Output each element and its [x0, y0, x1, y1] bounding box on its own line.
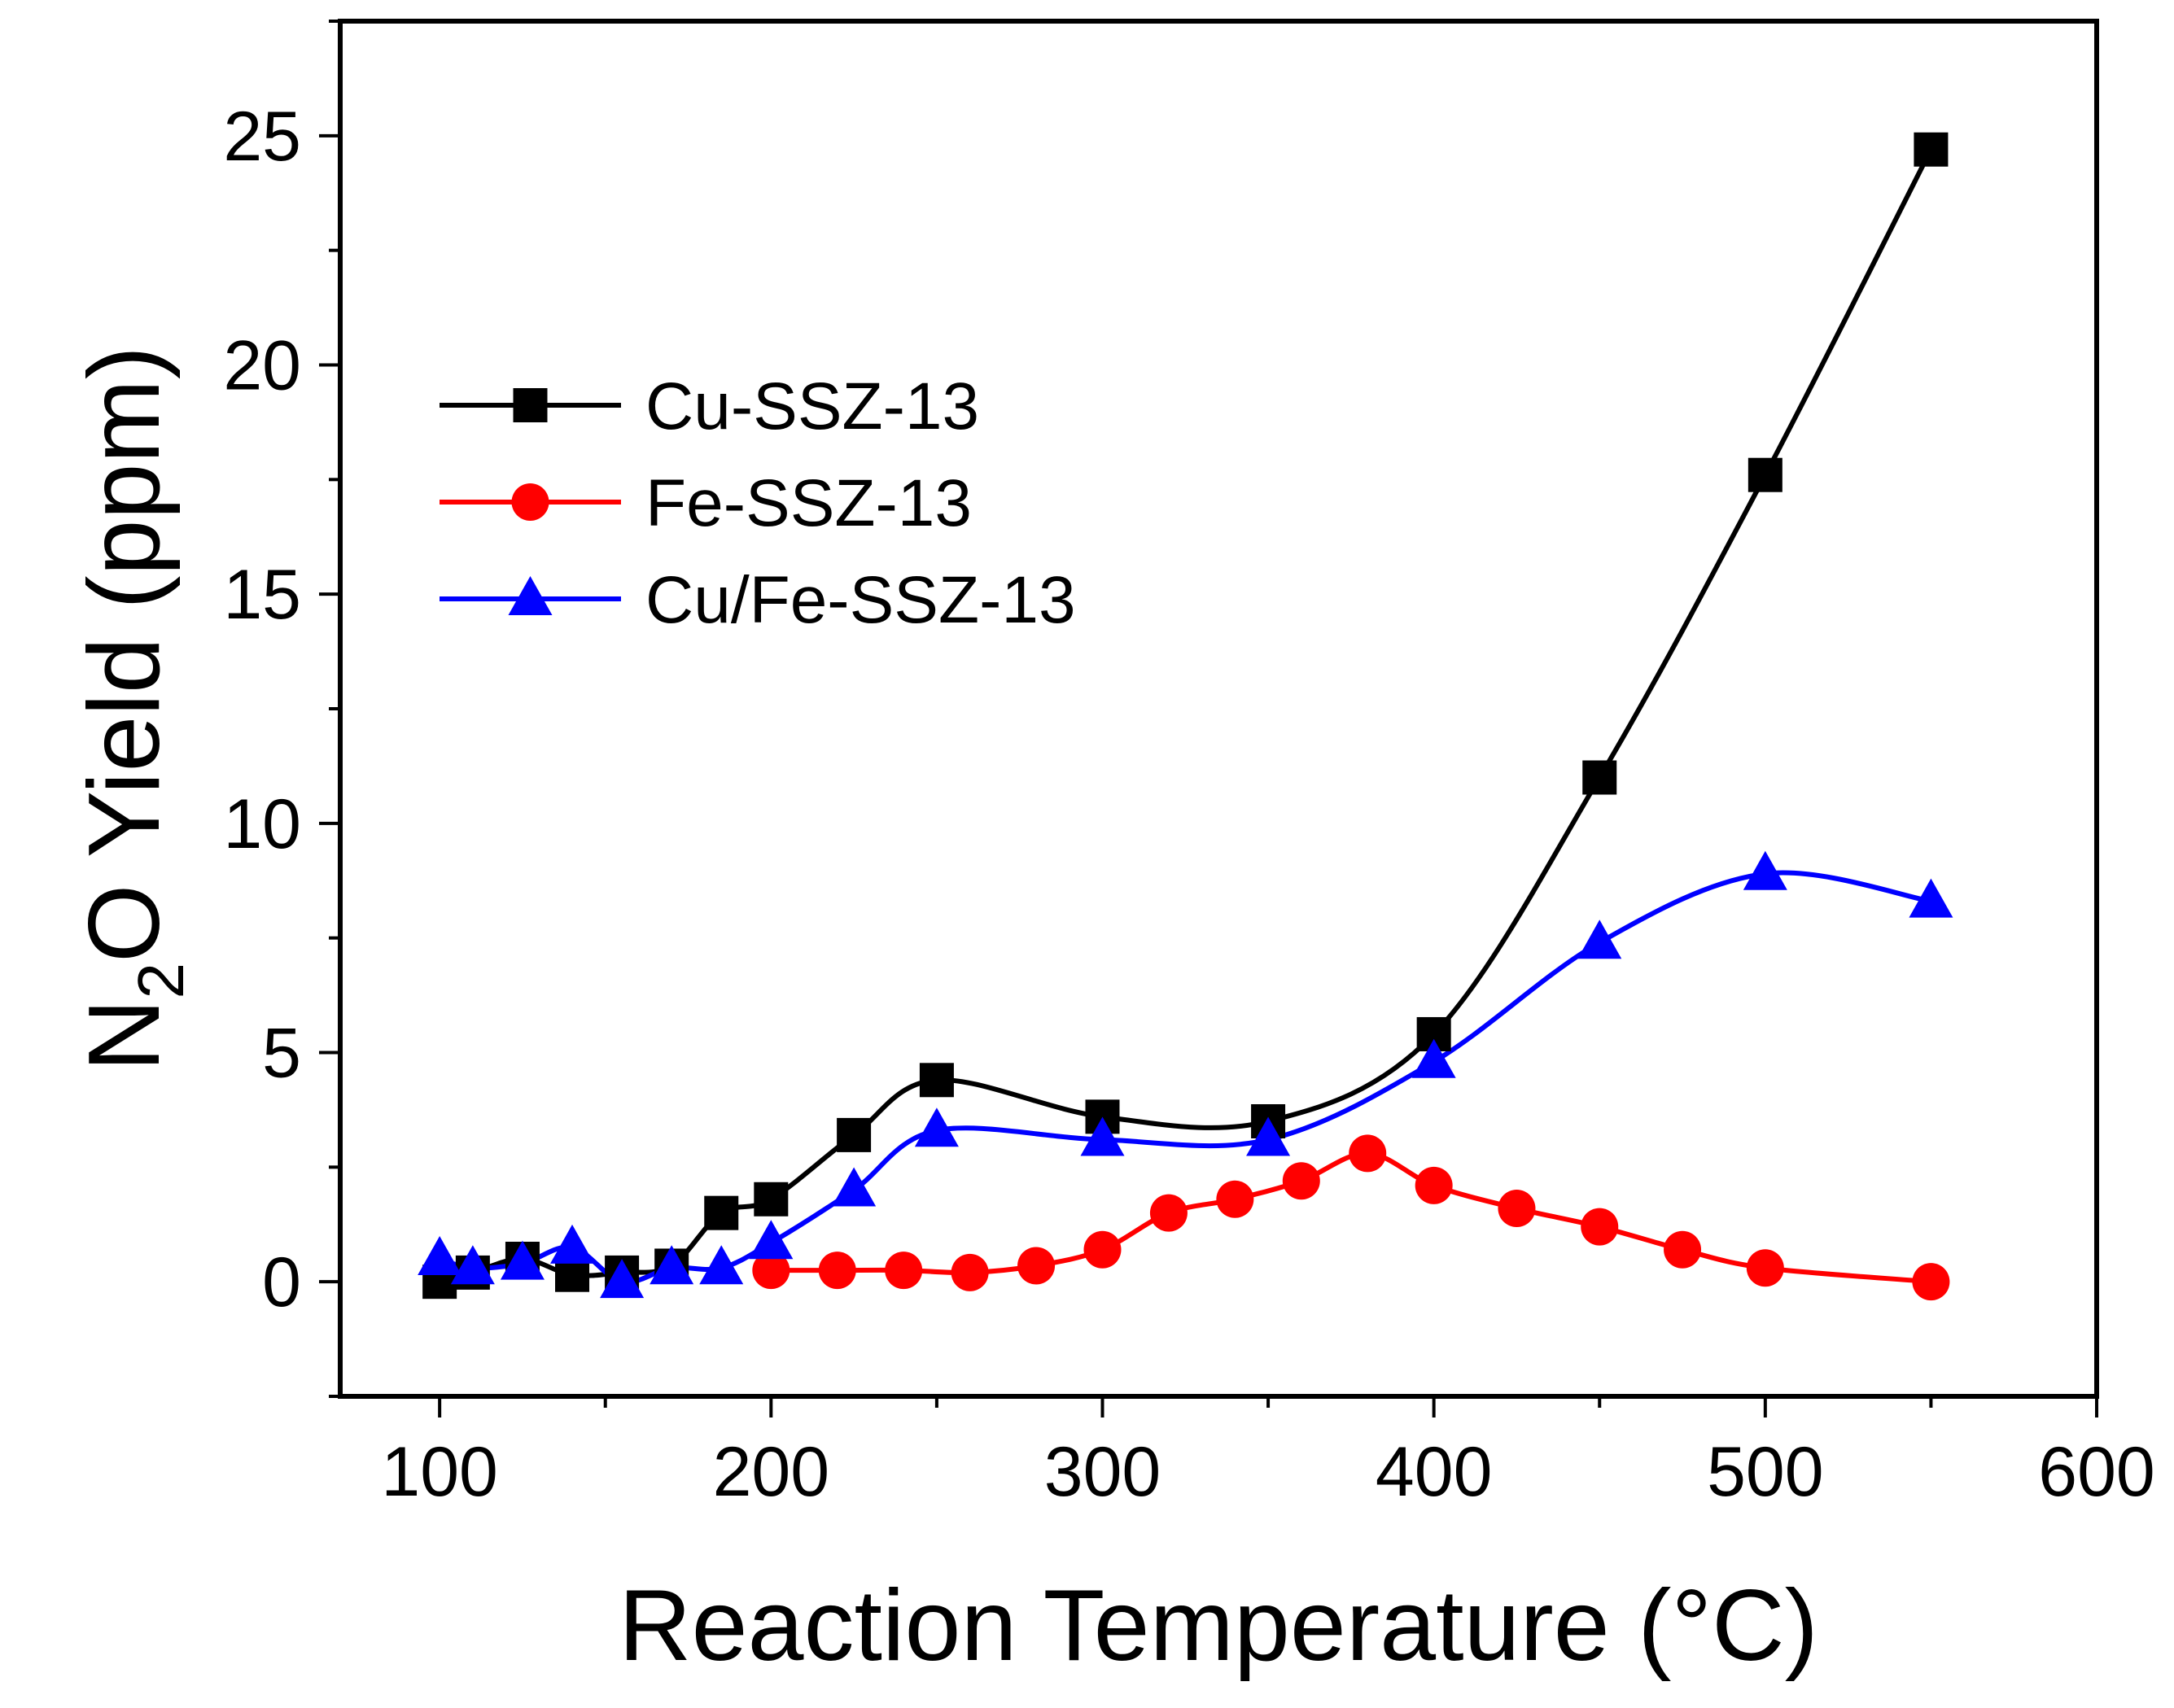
data-point-s2-4 — [600, 1259, 645, 1299]
axis-ticks — [319, 20, 2098, 1418]
y-axis-title: N2O Yield (ppm) — [68, 346, 197, 1072]
y-tick-label-5: 5 — [262, 1015, 301, 1093]
y-tick-label-10: 10 — [223, 785, 301, 863]
data-point-s2-10 — [1080, 1116, 1125, 1156]
data-point-s1-6 — [1149, 1194, 1188, 1232]
legend-marker-0 — [513, 388, 548, 422]
data-point-s0-6 — [704, 1195, 739, 1230]
data-point-s2-7 — [749, 1220, 794, 1260]
data-point-s1-7 — [1216, 1180, 1254, 1218]
data-point-s2-11 — [1246, 1116, 1291, 1156]
data-point-s0-15 — [1914, 132, 1949, 167]
tick-labels: 100 200 300 400 500 600 0 5 10 15 20 25 — [223, 98, 2154, 1511]
series-markers — [418, 132, 1953, 1301]
data-point-s1-5 — [1083, 1230, 1122, 1269]
data-point-s1-9 — [1349, 1134, 1387, 1173]
x-tick-label-600: 600 — [2038, 1433, 2155, 1511]
data-point-s1-4 — [1017, 1247, 1056, 1285]
data-point-s1-13 — [1664, 1230, 1702, 1269]
data-point-s2-14 — [1743, 850, 1787, 890]
data-point-s2-12 — [1411, 1038, 1456, 1078]
data-point-s1-2 — [885, 1252, 923, 1290]
series-line-0 — [439, 148, 1934, 1285]
data-point-s2-9 — [914, 1107, 959, 1147]
data-point-s1-1 — [818, 1252, 856, 1290]
y-tick-label-0: 0 — [262, 1243, 301, 1321]
data-point-s1-10 — [1415, 1166, 1453, 1204]
x-tick-label-100: 100 — [381, 1433, 498, 1511]
data-point-s0-8 — [837, 1117, 872, 1152]
data-point-s2-1 — [450, 1245, 495, 1285]
y-tick-label-15: 15 — [223, 556, 301, 634]
legend: Cu-SSZ-13 Fe-SSZ-13 Cu/Fe-SSZ-13 — [440, 369, 1076, 637]
plot-frame — [338, 19, 2099, 1399]
data-point-s2-15 — [1909, 878, 1953, 918]
data-point-s1-3 — [951, 1253, 989, 1291]
data-point-s1-8 — [1282, 1162, 1320, 1200]
data-point-s1-11 — [1498, 1190, 1536, 1228]
data-point-s0-9 — [919, 1063, 954, 1098]
legend-label-1: Fe-SSZ-13 — [645, 466, 972, 540]
y-tick-label-20: 20 — [223, 327, 301, 405]
x-tick-label-300: 300 — [1044, 1433, 1161, 1511]
y-axis-title-subscript: 2 — [125, 963, 197, 999]
x-tick-label-500: 500 — [1707, 1433, 1824, 1511]
y-axis-title-part1: N — [68, 998, 181, 1072]
data-point-s0-14 — [1748, 457, 1783, 492]
y-axis-title-part2: O Yield (ppm) — [68, 346, 181, 963]
legend-marker-2 — [508, 576, 553, 615]
data-point-s1-0 — [752, 1252, 790, 1290]
x-axis-title: Reaction Temperature (°C) — [619, 1570, 1818, 1682]
data-point-s2-13 — [1577, 920, 1622, 959]
series-lines — [439, 148, 1934, 1285]
data-point-s1-15 — [1912, 1263, 1950, 1301]
data-point-s0-7 — [754, 1182, 789, 1217]
data-point-s1-12 — [1581, 1208, 1619, 1246]
data-point-s2-8 — [832, 1167, 877, 1207]
data-point-s2-3 — [550, 1224, 595, 1264]
legend-label-2: Cu/Fe-SSZ-13 — [645, 563, 1076, 637]
x-tick-label-200: 200 — [713, 1433, 830, 1511]
data-point-s2-2 — [500, 1240, 545, 1280]
data-point-s0-13 — [1582, 760, 1617, 795]
y-tick-label-25: 25 — [223, 98, 301, 176]
data-point-s2-5 — [650, 1245, 694, 1285]
legend-label-0: Cu-SSZ-13 — [645, 369, 979, 443]
legend-marker-1 — [511, 483, 549, 521]
x-tick-label-400: 400 — [1376, 1433, 1493, 1511]
data-point-s1-14 — [1746, 1249, 1784, 1287]
data-point-s2-0 — [418, 1236, 462, 1275]
data-point-s2-6 — [699, 1245, 744, 1285]
